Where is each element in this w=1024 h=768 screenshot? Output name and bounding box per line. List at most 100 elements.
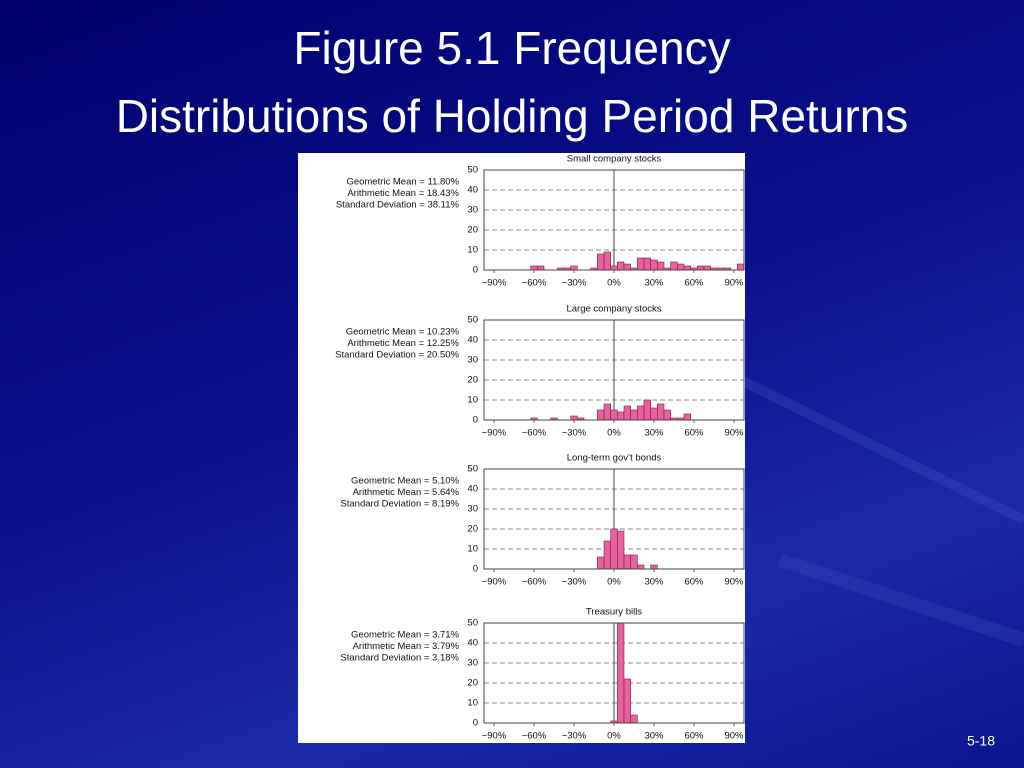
stat-annotation: Geometric Mean = 10.23%	[346, 327, 460, 338]
x-tick-label: 0%	[607, 428, 621, 439]
histogram-bar	[617, 622, 625, 724]
x-tick-label: 30%	[644, 731, 664, 742]
y-tick-label: 20	[467, 225, 478, 236]
histogram-bar	[610, 409, 618, 421]
x-tick-label: 0%	[607, 731, 621, 742]
histogram-bar	[603, 403, 611, 421]
y-tick-label: 0	[473, 718, 478, 729]
histogram-bar	[670, 261, 678, 271]
stat-annotation: Geometric Mean = 5.10%	[351, 476, 460, 487]
x-tick-label: 60%	[684, 428, 704, 439]
histogram-bar	[663, 409, 671, 421]
x-tick-label: 90%	[724, 731, 744, 742]
histogram-bar	[683, 265, 691, 271]
histogram-bar	[597, 556, 605, 570]
histogram-bar	[537, 265, 545, 271]
y-tick-label: 0	[473, 265, 478, 276]
histogram-bar	[610, 528, 618, 570]
histogram-bar	[657, 403, 665, 421]
y-tick-label: 40	[467, 638, 478, 649]
x-tick-label: 30%	[644, 577, 664, 588]
histogram-bar	[683, 413, 691, 421]
x-tick-label: −90%	[482, 428, 507, 439]
stat-annotation: Standard Deviation = 3.18%	[340, 653, 459, 664]
histogram-bar	[623, 678, 631, 724]
histogram-bar	[637, 564, 645, 570]
x-tick-label: −60%	[522, 278, 547, 289]
histogram-bar	[630, 714, 638, 724]
histogram-bar	[623, 554, 631, 570]
histogram-bar	[617, 411, 625, 421]
plot-frame	[483, 468, 745, 570]
y-tick-label: 0	[473, 415, 478, 426]
y-tick-label: 40	[467, 335, 478, 346]
histogram-bar	[630, 409, 638, 421]
x-tick-label: 90%	[724, 278, 744, 289]
stat-annotation: Standard Deviation = 20.50%	[335, 350, 459, 361]
histogram-bar	[597, 253, 605, 271]
y-tick-label: 40	[467, 185, 478, 196]
histogram-bar	[637, 257, 645, 271]
histogram-bar	[530, 265, 538, 271]
y-tick-label: 20	[467, 375, 478, 386]
y-tick-label: 20	[467, 524, 478, 535]
y-tick-label: 10	[467, 544, 478, 555]
y-tick-label: 40	[467, 484, 478, 495]
histogram-bar	[657, 261, 665, 271]
chart-title: Long-term gov’t bonds	[567, 453, 662, 464]
histogram-bar	[737, 263, 745, 271]
decor-streak	[777, 553, 1024, 647]
y-tick-label: 30	[467, 658, 478, 669]
y-tick-label: 10	[467, 395, 478, 406]
histogram-bar	[603, 540, 611, 570]
histogram-bar	[630, 554, 638, 570]
histogram-bar	[570, 265, 578, 271]
x-tick-label: −90%	[482, 731, 507, 742]
stat-annotation: Arithmetic Mean = 18.43%	[347, 188, 459, 199]
chart-title: Small company stocks	[567, 154, 662, 165]
x-tick-label: 0%	[607, 577, 621, 588]
y-tick-label: 10	[467, 245, 478, 256]
x-tick-label: 90%	[724, 577, 744, 588]
histogram-bar	[623, 405, 631, 421]
chart-title: Treasury bills	[586, 607, 642, 618]
x-tick-label: −90%	[482, 577, 507, 588]
stat-annotation: Standard Deviation = 8.19%	[340, 499, 459, 510]
histogram-bar	[597, 409, 605, 421]
histogram-bar	[643, 399, 651, 421]
plot-frame	[483, 319, 745, 421]
histogram-bar	[643, 257, 651, 271]
stat-annotation: Arithmetic Mean = 3.79%	[353, 641, 460, 652]
histogram-bar	[610, 265, 618, 271]
stat-annotation: Geometric Mean = 11.80%	[346, 177, 459, 188]
figure-panel	[298, 153, 745, 743]
histogram-bar	[617, 261, 625, 271]
x-tick-label: −90%	[482, 278, 507, 289]
histogram-bar	[650, 564, 658, 570]
y-tick-label: 20	[467, 678, 478, 689]
x-tick-label: −30%	[562, 577, 587, 588]
page-number: 5-18	[967, 733, 995, 749]
histogram-bar	[650, 407, 658, 421]
x-tick-label: 30%	[644, 428, 664, 439]
x-tick-label: −30%	[562, 278, 587, 289]
plot-frame	[483, 169, 745, 271]
y-tick-label: 50	[467, 315, 478, 326]
y-tick-label: 30	[467, 504, 478, 515]
stat-annotation: Arithmetic Mean = 5.64%	[353, 487, 460, 498]
x-tick-label: −60%	[522, 428, 547, 439]
histogram-bar	[697, 265, 705, 271]
histogram-bar	[617, 530, 625, 570]
x-tick-label: −30%	[562, 731, 587, 742]
decor-streak	[697, 355, 1024, 525]
y-tick-label: 10	[467, 698, 478, 709]
x-tick-label: 90%	[724, 428, 744, 439]
x-tick-label: 60%	[684, 577, 704, 588]
stat-annotation: Arithmetic Mean = 12.25%	[347, 338, 459, 349]
x-tick-label: 30%	[644, 278, 664, 289]
stat-annotation: Standard Deviation = 38.11%	[336, 200, 460, 211]
stat-annotation: Geometric Mean = 3.71%	[351, 630, 460, 641]
x-tick-label: −30%	[562, 428, 587, 439]
